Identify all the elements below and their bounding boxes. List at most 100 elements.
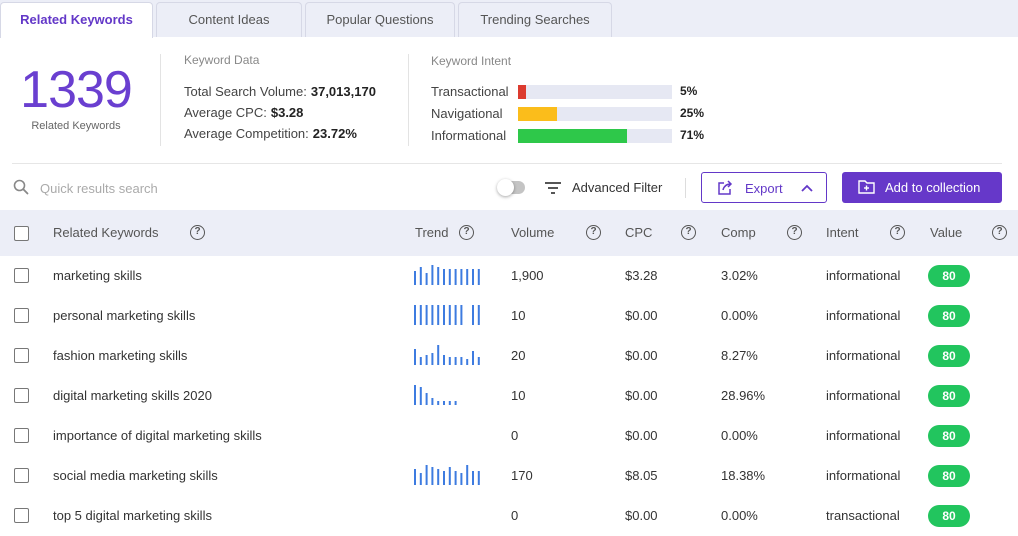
tab-trending-searches[interactable]: Trending Searches bbox=[458, 2, 612, 37]
trend-bar bbox=[477, 269, 480, 285]
intent-cell: informational bbox=[826, 348, 901, 363]
table-row[interactable]: digital marketing skills 2020 10 $0.00 2… bbox=[0, 376, 1018, 416]
trend-bar bbox=[466, 359, 469, 365]
help-icon[interactable]: ? bbox=[586, 225, 601, 240]
intent-cell: informational bbox=[826, 468, 901, 483]
trend-bar bbox=[419, 387, 422, 405]
stat-label: Total Search Volume: bbox=[184, 84, 307, 99]
comp-cell: 8.27% bbox=[721, 348, 758, 363]
filter-icon[interactable] bbox=[545, 181, 561, 199]
table-header: Related Keywords ? Trend ? Volume ? CPC … bbox=[0, 210, 1018, 256]
trend-bar bbox=[437, 267, 440, 285]
row-checkbox[interactable] bbox=[14, 348, 29, 363]
tab-content-ideas[interactable]: Content Ideas bbox=[156, 2, 302, 37]
add-to-collection-button[interactable]: Add to collection bbox=[842, 172, 1002, 203]
col-header-intent[interactable]: Intent bbox=[826, 225, 859, 240]
row-checkbox[interactable] bbox=[14, 268, 29, 283]
help-icon[interactable]: ? bbox=[459, 225, 474, 240]
trend-bar bbox=[425, 465, 428, 485]
comp-cell: 0.00% bbox=[721, 508, 758, 523]
help-icon[interactable]: ? bbox=[787, 225, 802, 240]
table-row[interactable]: importance of digital marketing skills 0… bbox=[0, 416, 1018, 456]
intent-bar-informational bbox=[518, 129, 672, 143]
value-badge: 80 bbox=[928, 385, 970, 407]
trend-bar bbox=[419, 473, 422, 485]
intent-cell: transactional bbox=[826, 508, 900, 523]
trend-sparkline bbox=[414, 385, 457, 405]
col-header-value[interactable]: Value bbox=[930, 225, 963, 240]
trend-bar bbox=[448, 305, 451, 325]
keyword-cell[interactable]: social media marketing skills bbox=[53, 468, 218, 483]
tab-popular-questions[interactable]: Popular Questions bbox=[305, 2, 455, 37]
trend-bar bbox=[425, 393, 428, 405]
average-competition: Average Competition: 23.72% bbox=[184, 126, 357, 141]
intent-fill bbox=[518, 85, 526, 99]
trend-bar bbox=[472, 305, 474, 325]
quick-search-input[interactable] bbox=[40, 177, 340, 199]
advanced-filter-label[interactable]: Advanced Filter bbox=[572, 180, 663, 195]
col-header-trend[interactable]: Trend bbox=[415, 225, 449, 240]
table-row[interactable]: top 5 digital marketing skills 0 $0.00 0… bbox=[0, 496, 1018, 536]
trend-bar bbox=[448, 401, 451, 405]
help-icon[interactable]: ? bbox=[681, 225, 696, 240]
trend-sparkline bbox=[414, 465, 480, 485]
help-icon[interactable]: ? bbox=[890, 225, 905, 240]
keyword-cell[interactable]: importance of digital marketing skills bbox=[53, 428, 262, 443]
stat-value: 37,013,170 bbox=[310, 84, 376, 99]
trend-bar bbox=[443, 305, 445, 325]
table-row[interactable]: fashion marketing skills 20 $0.00 8.27% … bbox=[0, 336, 1018, 376]
volume-cell: 10 bbox=[511, 308, 526, 323]
value-badge: 80 bbox=[928, 305, 970, 327]
keyword-cell[interactable]: top 5 digital marketing skills bbox=[53, 508, 212, 523]
help-icon[interactable]: ? bbox=[190, 225, 205, 240]
value-badge: 80 bbox=[928, 425, 970, 447]
volume-cell: 10 bbox=[511, 388, 526, 403]
value-badge: 80 bbox=[928, 465, 970, 487]
trend-sparkline bbox=[414, 305, 480, 325]
row-checkbox[interactable] bbox=[14, 468, 29, 483]
table-row[interactable]: social media marketing skills 170 $8.05 … bbox=[0, 456, 1018, 496]
row-checkbox[interactable] bbox=[14, 388, 29, 403]
col-header-comp[interactable]: Comp bbox=[721, 225, 756, 240]
keyword-cell[interactable]: marketing skills bbox=[53, 268, 142, 283]
trend-bar bbox=[414, 271, 416, 285]
trend-bar bbox=[419, 267, 422, 285]
keyword-cell[interactable]: personal marketing skills bbox=[53, 308, 196, 323]
volume-cell: 170 bbox=[511, 468, 533, 483]
trend-bar bbox=[431, 398, 434, 405]
row-checkbox[interactable] bbox=[14, 308, 29, 323]
row-checkbox[interactable] bbox=[14, 428, 29, 443]
table-row[interactable]: marketing skills 1,900 $3.28 3.02% infor… bbox=[0, 256, 1018, 296]
cpc-cell: $0.00 bbox=[625, 308, 658, 323]
toggle-knob bbox=[497, 179, 514, 196]
col-header-volume[interactable]: Volume bbox=[511, 225, 555, 240]
keyword-cell[interactable]: digital marketing skills 2020 bbox=[53, 388, 212, 403]
help-icon[interactable]: ? bbox=[992, 225, 1007, 240]
intent-bar-navigational bbox=[518, 107, 672, 121]
select-all-checkbox[interactable] bbox=[14, 226, 29, 241]
trend-bar bbox=[443, 355, 445, 365]
keyword-cell[interactable]: fashion marketing skills bbox=[53, 348, 188, 363]
trend-bar bbox=[460, 305, 463, 325]
divider bbox=[408, 54, 409, 146]
value-badge: 80 bbox=[928, 265, 970, 287]
col-header-cpc[interactable]: CPC bbox=[625, 225, 653, 240]
comp-cell: 18.38% bbox=[721, 468, 766, 483]
trend-bar bbox=[448, 269, 451, 285]
average-cpc: Average CPC: $3.28 bbox=[184, 105, 303, 120]
trend-bar bbox=[443, 401, 445, 405]
export-button[interactable]: Export bbox=[701, 172, 827, 203]
divider bbox=[12, 163, 1002, 164]
trend-bar bbox=[454, 269, 457, 285]
trend-bar bbox=[460, 473, 463, 485]
trend-bar bbox=[443, 269, 445, 285]
volume-cell: 1,900 bbox=[511, 268, 544, 283]
row-checkbox[interactable] bbox=[14, 508, 29, 523]
col-header-keyword[interactable]: Related Keywords bbox=[53, 225, 159, 240]
folder-plus-icon bbox=[858, 179, 875, 198]
toggle-switch[interactable] bbox=[497, 179, 525, 196]
trend-sparkline bbox=[414, 345, 480, 365]
table-row[interactable]: personal marketing skills 10 $0.00 0.00%… bbox=[0, 296, 1018, 336]
stat-value: $3.28 bbox=[270, 105, 304, 120]
tab-related-keywords[interactable]: Related Keywords bbox=[0, 2, 153, 38]
